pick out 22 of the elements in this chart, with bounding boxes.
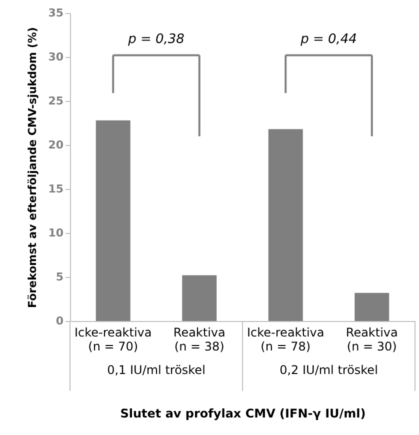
y-tick-label: 35 xyxy=(48,6,64,20)
y-tick-label: 15 xyxy=(48,182,64,196)
x-tick-label: Reaktiva (n = 38) xyxy=(173,326,226,354)
x-tick-label: Icke-reaktiva (n = 78) xyxy=(247,326,324,354)
x-tick-label: Icke-reaktiva (n = 70) xyxy=(74,326,152,354)
annotation: p = 0,44 xyxy=(300,32,357,48)
y-tick-label: 25 xyxy=(48,94,64,108)
y-tick-label: 30 xyxy=(48,50,64,64)
y-tick-label: 20 xyxy=(48,138,64,152)
text: 0,2 IU/ml tröskel xyxy=(280,363,378,377)
annotation: p = 0,38 xyxy=(127,32,184,48)
text: 0,1 IU/ml tröskel xyxy=(107,363,206,377)
y-tick-label: 10 xyxy=(48,226,64,240)
bar xyxy=(268,129,303,321)
bar xyxy=(182,275,217,321)
y-tick-label: 0 xyxy=(56,314,64,328)
y-tick-label: 5 xyxy=(56,270,64,284)
bar xyxy=(354,292,390,321)
y-axis-title: Förekomst av efterföljande CMV-sjukdom (%) xyxy=(26,27,40,308)
bar xyxy=(96,120,130,321)
x-axis-title: Slutet av profylax CMV (IFN-γ IU/ml) xyxy=(120,406,366,420)
x-tick-label: Reaktiva (n = 30) xyxy=(346,326,398,354)
